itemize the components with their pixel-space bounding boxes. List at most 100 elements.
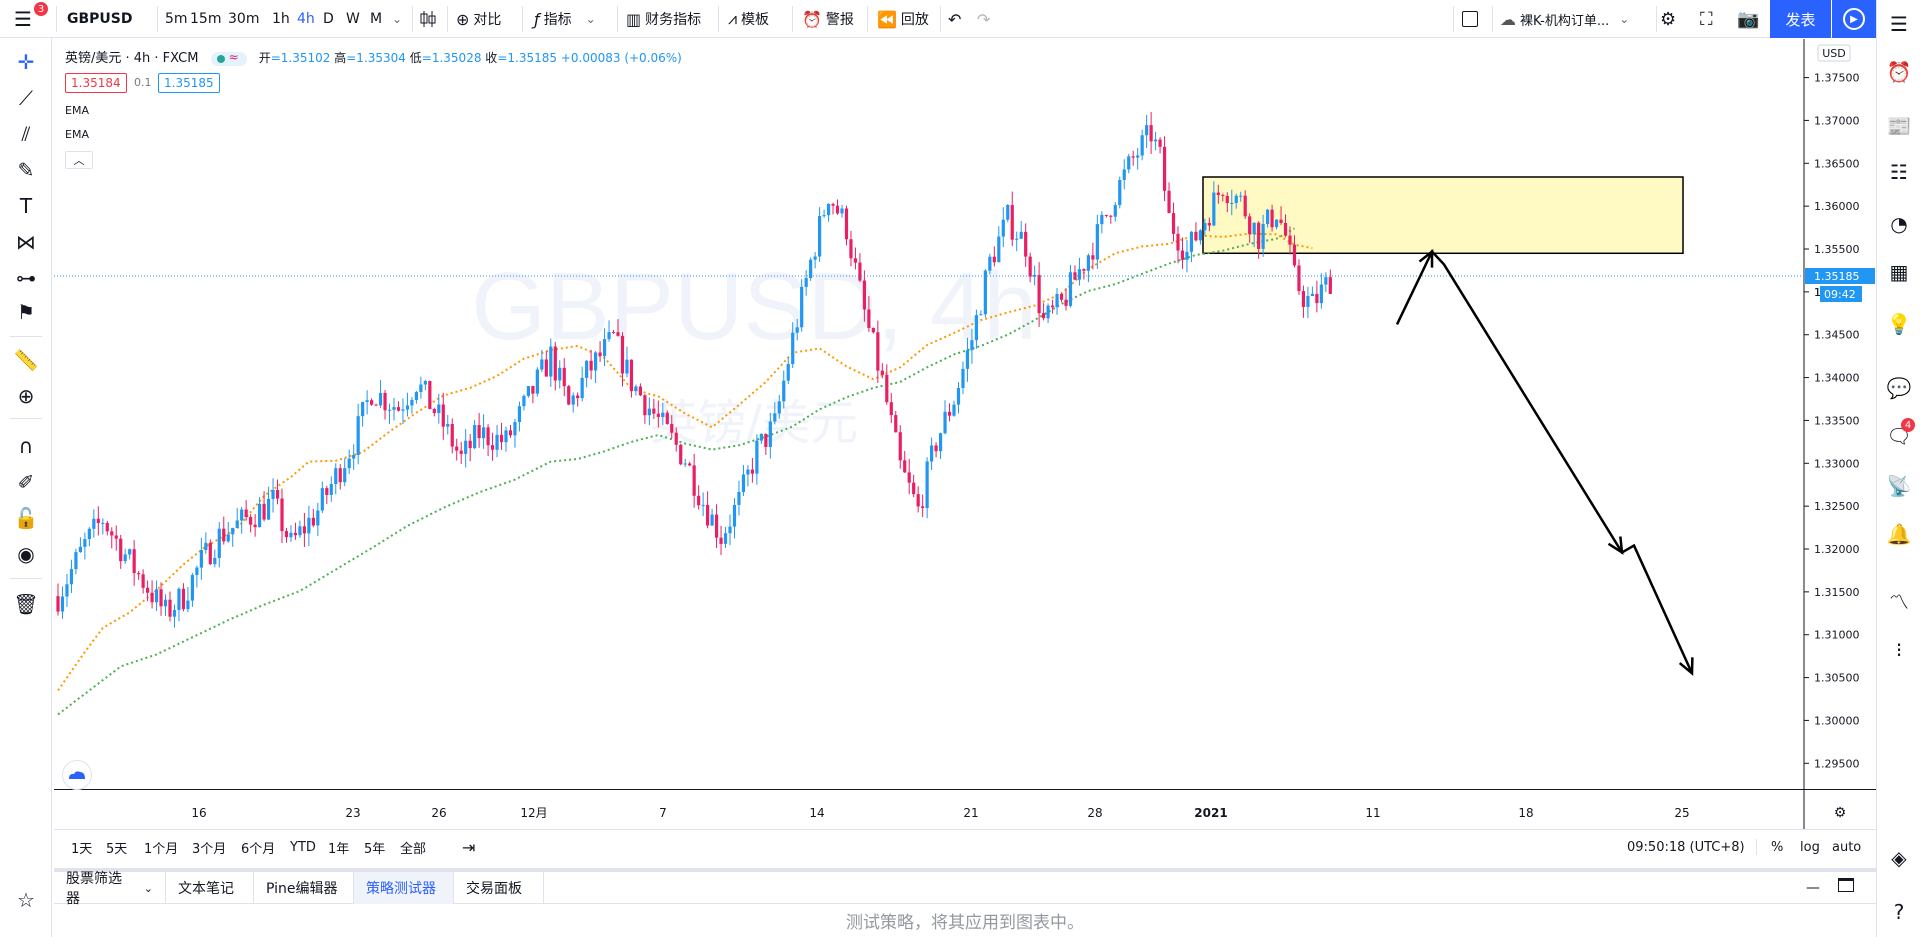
indicators-button[interactable]: ƒ 指标 ⌄ bbox=[534, 0, 596, 38]
alert-button[interactable]: ⏰ 警报 bbox=[802, 0, 854, 38]
order-panel-icon[interactable]: ⁝ bbox=[1895, 638, 1903, 662]
maximize-panel-button[interactable] bbox=[1838, 878, 1854, 892]
axis-settings-icon[interactable]: ⚙ bbox=[1834, 805, 1847, 821]
interval-w[interactable]: W bbox=[346, 11, 360, 27]
undo-button[interactable]: ↶ bbox=[948, 0, 961, 38]
magnet-icon[interactable]: ∩ bbox=[18, 434, 34, 458]
fib-tool-icon[interactable]: ⫽ bbox=[21, 122, 31, 146]
percent-scale-toggle[interactable]: % bbox=[1771, 839, 1784, 855]
pattern-icon[interactable]: ⋈ bbox=[16, 230, 36, 254]
ideas-icon[interactable]: 💡 bbox=[1886, 312, 1912, 336]
eye-icon[interactable]: ◉ bbox=[17, 542, 35, 566]
indicator-ema-2[interactable]: EMA bbox=[65, 128, 89, 141]
candle-body bbox=[786, 364, 790, 381]
legend-title[interactable]: 英镑/美元 · 4h · FXCM bbox=[65, 51, 199, 66]
tradingview-logo[interactable] bbox=[62, 760, 92, 790]
tab-text-notes[interactable]: 文本笔记 bbox=[166, 872, 254, 904]
candle-body bbox=[410, 399, 414, 406]
interval-5m[interactable]: 5m bbox=[165, 11, 188, 27]
ruler-icon[interactable]: 📏 bbox=[13, 348, 39, 372]
trend-line-icon[interactable]: ⟋ bbox=[19, 86, 33, 110]
interval-d[interactable]: D bbox=[323, 11, 334, 27]
crosshair-icon[interactable]: ✛ bbox=[17, 50, 35, 74]
log-scale-toggle[interactable]: log bbox=[1800, 839, 1820, 855]
redo-button[interactable]: ↷ bbox=[977, 0, 990, 38]
candle-body bbox=[921, 506, 925, 509]
tab-stock-screener[interactable]: 股票筛选器 ⌄ bbox=[54, 871, 166, 907]
zoom-in-icon[interactable]: ⊕ bbox=[17, 384, 35, 408]
flag-icon[interactable]: ⚑ bbox=[17, 300, 35, 324]
range-button[interactable]: 6个月 bbox=[241, 841, 276, 857]
streams-icon[interactable]: 📡 bbox=[1886, 474, 1912, 498]
interval-4h[interactable]: 4h bbox=[297, 11, 315, 27]
minimize-panel-button[interactable]: — bbox=[1806, 880, 1820, 896]
text-tool-icon[interactable]: T bbox=[19, 194, 33, 218]
layout-select-button[interactable] bbox=[1462, 0, 1478, 38]
collapse-legend-button[interactable]: ︿ bbox=[65, 151, 93, 169]
candle-body bbox=[1019, 231, 1023, 239]
fullscreen-button[interactable]: ⛶ bbox=[1700, 0, 1713, 38]
range-button[interactable]: 5天 bbox=[106, 841, 128, 857]
publish-menu-button[interactable]: ▶ bbox=[1832, 0, 1876, 38]
price-axis[interactable]: USD 1.37500 1.37000 1.36500 1.36000 1.35500 1.… bbox=[1804, 44, 1875, 770]
supply-zone-rectangle[interactable] bbox=[1202, 176, 1684, 255]
candle-body bbox=[199, 549, 203, 568]
layers-icon[interactable]: ◈ bbox=[1891, 846, 1907, 870]
interval-dropdown-icon[interactable]: ⌄ bbox=[392, 12, 403, 26]
interval-15m[interactable]: 15m bbox=[190, 11, 222, 27]
tab-pine-editor[interactable]: Pine编辑器 bbox=[254, 872, 354, 904]
clock-label[interactable]: 09:50:18 (UTC+8) bbox=[1627, 839, 1745, 855]
trash-icon[interactable]: 🗑 bbox=[13, 592, 39, 616]
snapshot-button[interactable]: 📷 bbox=[1737, 0, 1759, 38]
price-chart[interactable]: GBPUSD, 4h 英镑/美元 USD 1.37500 1.37000 1.36500 1… bbox=[54, 39, 1876, 829]
brush-icon[interactable]: ✎ bbox=[17, 158, 35, 182]
interval-m[interactable]: M bbox=[370, 11, 383, 27]
ask-price[interactable]: 1.35185 bbox=[158, 73, 220, 93]
hotlist-icon[interactable]: ◔ bbox=[1890, 212, 1908, 236]
settings-button[interactable]: ⚙ bbox=[1660, 0, 1676, 38]
alarm-clock-icon[interactable]: ⏰ bbox=[1886, 60, 1912, 84]
range-button[interactable]: 1天 bbox=[71, 841, 93, 857]
prediction-icon[interactable]: ⊶ bbox=[16, 266, 36, 290]
chat-icon[interactable]: 💬 bbox=[1886, 376, 1912, 400]
auto-scale-toggle[interactable]: auto bbox=[1832, 839, 1862, 855]
templates-button[interactable]: ⩘ 模板 bbox=[728, 0, 769, 38]
time-axis[interactable]: 16 23 26 12月 7 14 21 28 2021 11 18 25 ⚙ bbox=[191, 805, 1846, 821]
range-button[interactable]: 1年 bbox=[328, 841, 350, 857]
tab-trading-panel[interactable]: 交易面板 bbox=[454, 872, 544, 904]
currency-box[interactable] bbox=[1817, 44, 1851, 62]
notifications-icon[interactable]: 🔔 bbox=[1886, 522, 1912, 546]
candle-body bbox=[858, 262, 862, 281]
range-button[interactable]: YTD bbox=[290, 839, 316, 855]
range-button[interactable]: 1个月 bbox=[144, 841, 179, 857]
candle-body bbox=[141, 574, 145, 588]
tab-strategy-tester[interactable]: 策略测试器 bbox=[354, 872, 454, 904]
symbol-search[interactable]: GBPUSD bbox=[67, 11, 133, 27]
range-button[interactable]: 3个月 bbox=[192, 841, 227, 857]
bid-price[interactable]: 1.35184 bbox=[65, 73, 127, 93]
lock-icon[interactable]: 🔓 bbox=[13, 506, 39, 530]
news-icon[interactable]: 📰 bbox=[1886, 114, 1912, 138]
chart-type-button[interactable] bbox=[418, 0, 438, 38]
star-icon[interactable]: ☆ bbox=[17, 888, 35, 912]
goto-date-button[interactable]: ⇥ bbox=[462, 830, 475, 864]
financials-button[interactable]: ▥ 财务指标 bbox=[626, 0, 701, 38]
help-icon[interactable]: ? bbox=[1893, 900, 1905, 924]
publish-button[interactable]: 发表 bbox=[1770, 0, 1831, 38]
calendar-icon[interactable]: ▦ bbox=[1889, 260, 1909, 284]
lock-drawing-icon[interactable]: ✐ bbox=[17, 470, 35, 494]
menu-button[interactable]: ☰ 3 bbox=[14, 0, 48, 38]
forecast-arrow-path[interactable] bbox=[1395, 249, 1694, 674]
range-button[interactable]: 5年 bbox=[364, 841, 386, 857]
compare-button[interactable]: ⊕ 对比 bbox=[456, 0, 501, 38]
data-window-icon[interactable]: ☷ bbox=[1890, 160, 1908, 184]
indicator-ema-1[interactable]: EMA bbox=[65, 104, 89, 117]
interval-30m[interactable]: 30m bbox=[228, 11, 260, 27]
trend-icon[interactable]: 〽 bbox=[1889, 589, 1909, 614]
ema-fast-line[interactable] bbox=[57, 232, 1313, 691]
interval-1h[interactable]: 1h bbox=[272, 11, 290, 27]
watchlist-icon[interactable]: ☰ bbox=[1890, 12, 1908, 36]
replay-button[interactable]: ⏪ 回放 bbox=[877, 0, 929, 38]
range-button[interactable]: 全部 bbox=[400, 841, 427, 857]
layout-name-button[interactable]: ☁ 裸K-机构订单... ⌄ bbox=[1500, 0, 1629, 38]
